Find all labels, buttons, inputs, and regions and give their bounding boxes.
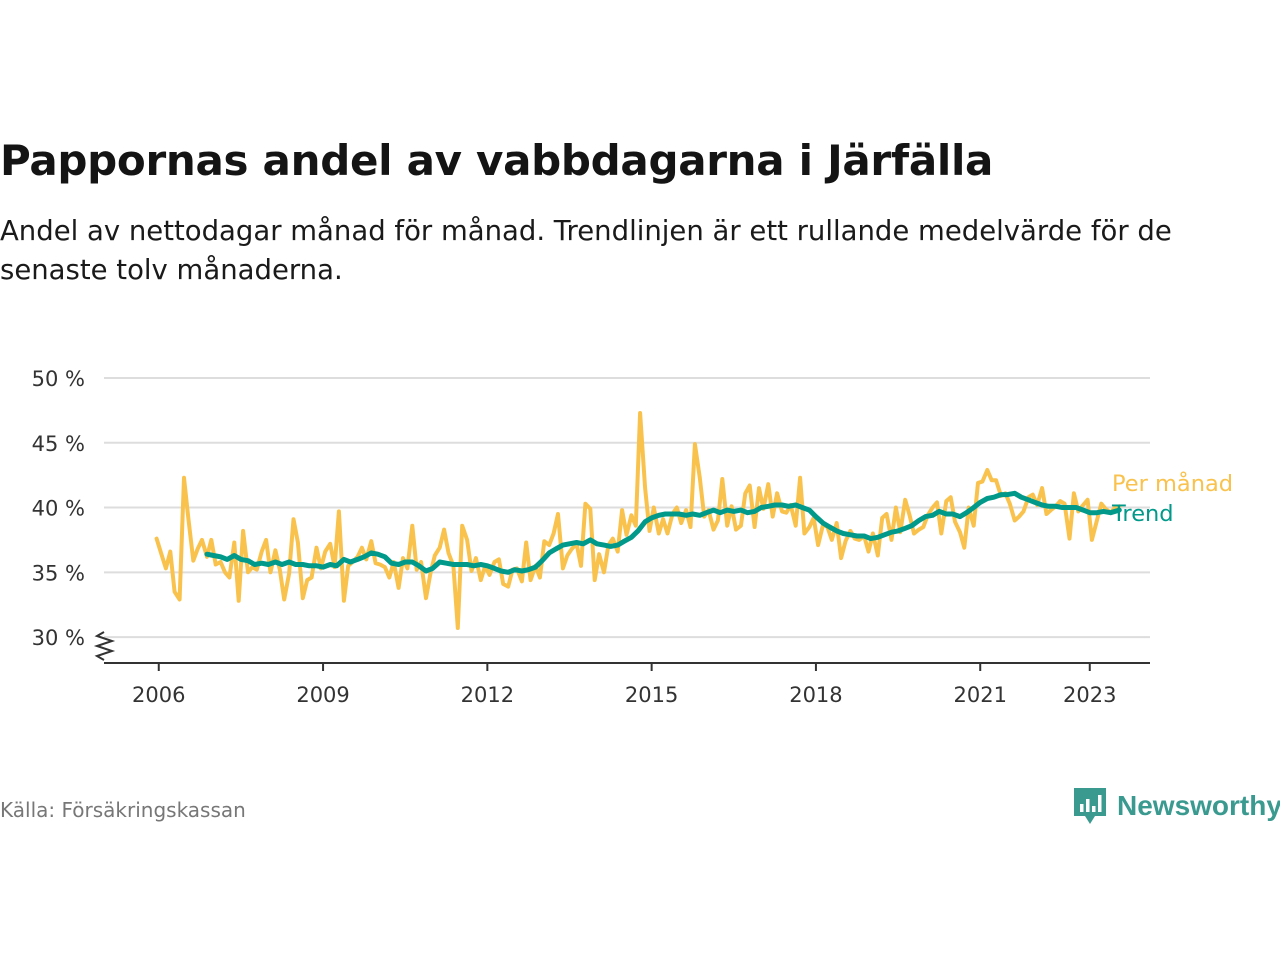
x-tick-label: 2012 bbox=[461, 683, 514, 707]
newsworthy-logo-icon bbox=[1074, 788, 1106, 824]
x-tick-label: 2018 bbox=[789, 683, 842, 707]
series-labels: Per månad Trend bbox=[1111, 469, 1233, 527]
x-tick-label: 2021 bbox=[954, 683, 1007, 707]
series-label-per-manad: Per månad bbox=[1112, 469, 1233, 497]
x-axis-labels: 2006 2009 2012 2015 2018 2021 2023 bbox=[132, 683, 1116, 707]
axis-break-icon bbox=[93, 631, 116, 661]
series-lines bbox=[154, 411, 1122, 630]
y-axis-labels: 30 % 35 % 40 % 45 % 50 % bbox=[32, 367, 85, 650]
series-line-trend bbox=[204, 490, 1122, 575]
y-tick-label: 35 % bbox=[32, 561, 85, 585]
series-label-trend: Trend bbox=[1111, 501, 1174, 527]
chart-subtitle: Andel av nettodagar månad för månad. Tre… bbox=[0, 215, 1172, 286]
source-note: Källa: Försäkringskassan bbox=[0, 798, 246, 822]
grid-lines bbox=[104, 377, 1150, 639]
newsworthy-logo: Newsworthy bbox=[1072, 786, 1280, 826]
x-axis bbox=[93, 631, 1150, 671]
brand-name: Newsworthy bbox=[1117, 790, 1280, 821]
y-tick-label: 45 % bbox=[32, 432, 85, 456]
chart-title: Pappornas andel av vabbdagarna i Järfäll… bbox=[0, 136, 994, 185]
x-tick-label: 2006 bbox=[132, 683, 185, 707]
line-chart: 30 % 35 % 40 % 45 % 50 % 2006 2009 2012 2015 201… bbox=[32, 367, 1233, 707]
series-line-per-manad bbox=[154, 411, 1122, 630]
x-tick-label: 2023 bbox=[1063, 683, 1116, 707]
x-tick-label: 2015 bbox=[625, 683, 678, 707]
y-tick-label: 50 % bbox=[32, 367, 85, 391]
y-tick-label: 30 % bbox=[32, 626, 85, 650]
x-tick-label: 2009 bbox=[296, 683, 349, 707]
y-tick-label: 40 % bbox=[32, 497, 85, 521]
